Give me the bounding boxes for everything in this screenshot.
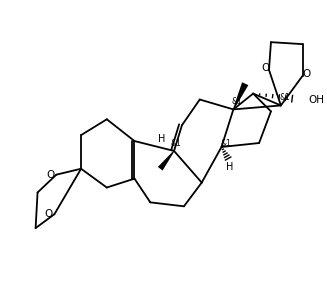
- Text: H: H: [159, 134, 166, 144]
- Text: O: O: [44, 209, 53, 219]
- Text: O: O: [261, 63, 269, 73]
- Polygon shape: [233, 82, 249, 110]
- Text: &1: &1: [220, 139, 231, 148]
- Text: &1: &1: [232, 97, 243, 106]
- Polygon shape: [158, 151, 174, 171]
- Text: H: H: [226, 162, 233, 172]
- Text: O: O: [302, 69, 311, 79]
- Text: &1: &1: [280, 93, 290, 102]
- Text: OH: OH: [309, 95, 324, 104]
- Text: &1: &1: [171, 139, 181, 148]
- Text: O: O: [46, 170, 55, 180]
